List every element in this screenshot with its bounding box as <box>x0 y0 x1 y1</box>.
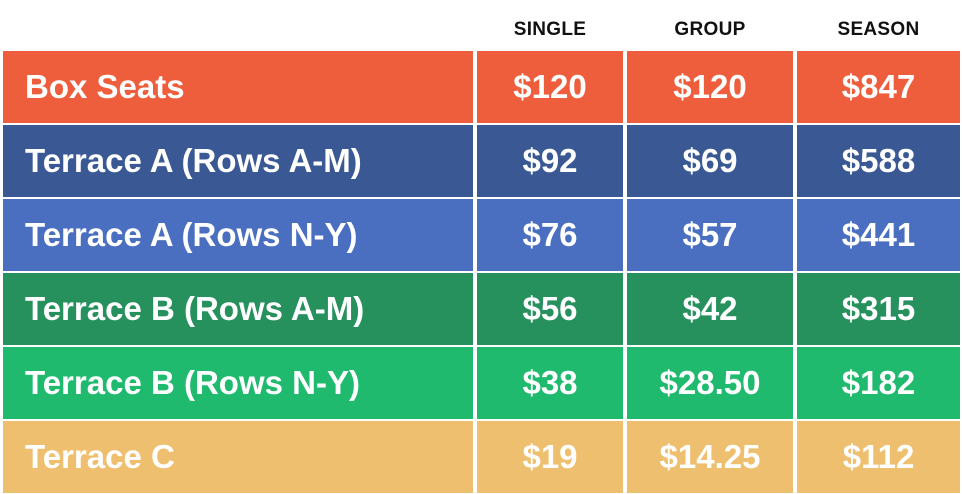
table-row: Terrace A (Rows A-M) $92 $69 $588 <box>0 125 962 197</box>
table-row: Terrace B (Rows N-Y) $38 $28.50 $182 <box>0 347 962 419</box>
season-price: $112 <box>797 421 960 493</box>
column-header-single: SINGLE <box>513 19 587 40</box>
single-price: $76 <box>477 199 623 271</box>
season-price: $315 <box>797 273 960 345</box>
seat-label: Terrace A (Rows A-M) <box>3 125 473 197</box>
single-price: $38 <box>477 347 623 419</box>
single-price: $19 <box>477 421 623 493</box>
season-price: $182 <box>797 347 960 419</box>
season-price: $847 <box>797 51 960 123</box>
seat-label: Terrace B (Rows A-M) <box>3 273 473 345</box>
single-price: $56 <box>477 273 623 345</box>
group-price: $57 <box>627 199 793 271</box>
single-price: $92 <box>477 125 623 197</box>
table-header: SINGLE GROUP SEASON <box>0 0 962 48</box>
group-price: $120 <box>627 51 793 123</box>
season-price: $588 <box>797 125 960 197</box>
group-price: $14.25 <box>627 421 793 493</box>
seat-label: Terrace C <box>3 421 473 493</box>
table-row: Box Seats $120 $120 $847 <box>0 51 962 123</box>
column-header-season: SEASON <box>837 19 920 40</box>
group-price: $69 <box>627 125 793 197</box>
group-price: $28.50 <box>627 347 793 419</box>
group-price: $42 <box>627 273 793 345</box>
table-row: Terrace A (Rows N-Y) $76 $57 $441 <box>0 199 962 271</box>
table-row: Terrace C $19 $14.25 $112 <box>0 421 962 493</box>
seat-label: Terrace B (Rows N-Y) <box>3 347 473 419</box>
single-price: $120 <box>477 51 623 123</box>
column-header-group: GROUP <box>674 19 746 40</box>
season-price: $441 <box>797 199 960 271</box>
table-row: Terrace B (Rows A-M) $56 $42 $315 <box>0 273 962 345</box>
seat-label: Box Seats <box>3 51 473 123</box>
seat-label: Terrace A (Rows N-Y) <box>3 199 473 271</box>
